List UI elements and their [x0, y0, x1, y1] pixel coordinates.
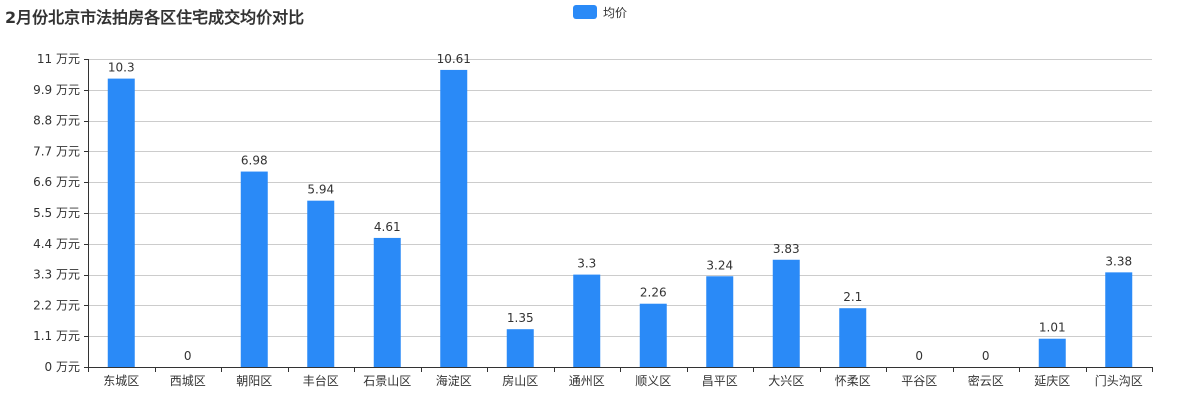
- y-tick-label: 6.6 万元: [33, 175, 80, 189]
- bar-2[interactable]: [240, 171, 268, 367]
- value-label: 0: [915, 349, 923, 363]
- x-tick-label: 大兴区: [768, 374, 804, 388]
- value-label: 3.83: [773, 242, 800, 256]
- x-tick-label: 房山区: [502, 373, 538, 388]
- x-tick-label: 东城区: [103, 374, 139, 388]
- x-tick-label: 怀柔区: [835, 374, 871, 388]
- x-tick-label: 密云区: [968, 373, 1004, 388]
- value-label: 3.24: [706, 258, 733, 272]
- bar-5[interactable]: [440, 69, 468, 368]
- legend-label: 均价: [603, 5, 628, 20]
- bar-8[interactable]: [639, 303, 667, 367]
- bar-0[interactable]: [107, 78, 135, 367]
- y-tick-label: 5.5 万元: [33, 206, 80, 220]
- y-tick-label: 9.9 万元: [33, 83, 80, 97]
- value-label: 5.94: [307, 183, 334, 197]
- bar-15[interactable]: [1105, 272, 1133, 367]
- value-label: 1.35: [507, 311, 534, 325]
- y-tick-label: 7.7 万元: [33, 144, 80, 158]
- x-tick-label: 通州区: [569, 374, 605, 388]
- value-label: 4.61: [374, 220, 401, 234]
- legend[interactable]: 均价: [573, 4, 627, 20]
- value-label: 10.61: [437, 52, 471, 66]
- x-tick-label: 门头沟区: [1095, 373, 1143, 388]
- y-tick-label: 0 万元: [45, 360, 80, 374]
- x-tick-label: 顺义区: [635, 374, 671, 388]
- bar-6[interactable]: [506, 329, 534, 367]
- y-tick-label: 8.8 万元: [33, 114, 80, 128]
- value-label: 3.3: [577, 257, 596, 271]
- y-tick-label: 11 万元: [37, 52, 80, 66]
- x-tick-label: 海淀区: [436, 373, 472, 388]
- value-label: 10.3: [108, 61, 135, 75]
- value-label: 6.98: [241, 154, 268, 168]
- x-tick-label: 西城区: [170, 374, 206, 388]
- value-label: 2.26: [640, 286, 667, 300]
- y-tick-label: 3.3 万元: [33, 268, 80, 282]
- value-label: 0: [184, 349, 192, 363]
- bar-4[interactable]: [373, 237, 401, 367]
- y-tick-label: 2.2 万元: [33, 298, 80, 312]
- y-tick-label: 4.4 万元: [33, 237, 80, 251]
- bar-10[interactable]: [772, 259, 800, 367]
- value-label: 3.38: [1105, 254, 1132, 268]
- x-tick-label: 丰台区: [303, 373, 339, 388]
- value-label: 0: [982, 349, 990, 363]
- x-tick-label: 平谷区: [901, 374, 937, 388]
- value-label: 2.1: [843, 290, 862, 304]
- value-label: 1.01: [1039, 321, 1066, 335]
- x-tick-label: 石景山区: [363, 374, 411, 388]
- y-tick-label: 1.1 万元: [33, 329, 80, 343]
- bar-7[interactable]: [573, 274, 601, 367]
- chart-title: 2月份北京市法拍房各区住宅成交均价对比: [5, 8, 305, 27]
- legend-swatch: [573, 5, 597, 19]
- bar-14[interactable]: [1038, 338, 1066, 367]
- bar-9[interactable]: [706, 276, 734, 367]
- x-tick-label: 昌平区: [702, 374, 738, 388]
- x-tick-label: 朝阳区: [236, 374, 272, 388]
- x-tick-label: 延庆区: [1034, 374, 1070, 388]
- bar-11[interactable]: [839, 308, 867, 367]
- bar-3[interactable]: [307, 200, 335, 367]
